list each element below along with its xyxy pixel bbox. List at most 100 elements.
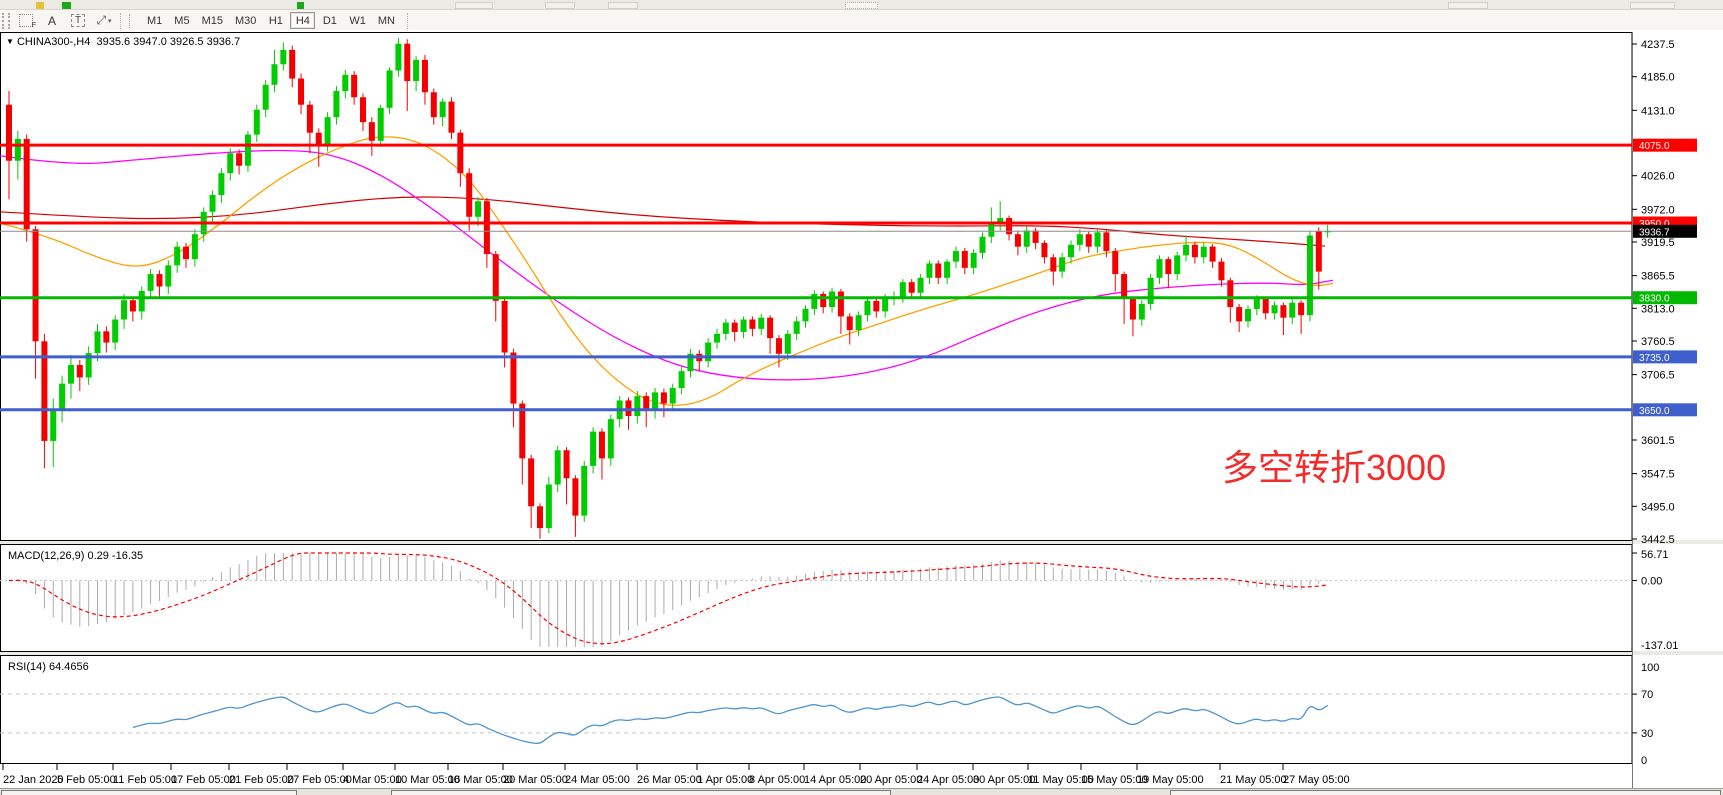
timeframe-button-m30[interactable]: M30: [234, 14, 257, 27]
svg-text:3547.5: 3547.5: [1641, 469, 1675, 481]
timeframe-button-m1[interactable]: M1: [147, 14, 163, 27]
svg-text:27 May 05:00: 27 May 05:00: [1283, 774, 1350, 786]
ohlc-values: 3935.6 3947.0 3926.5 3936.7: [96, 36, 241, 48]
svg-text:30 Apr 05:00: 30 Apr 05:00: [973, 774, 1035, 786]
chart-title: ▼ CHINA300-,H4 3935.6 3947.0 3926.5 3936…: [6, 36, 240, 48]
toolbar-fragment: [845, 2, 878, 9]
svg-text:1 Apr 05:00: 1 Apr 05:00: [697, 774, 753, 786]
svg-text:17 Feb 05:00: 17 Feb 05:00: [171, 774, 236, 786]
toolbar-fragment: [1630, 2, 1675, 9]
horizontal-level-lines[interactable]: 4075.0 3950.0 3830.0 3735.0 3650.0 3936.7: [0, 138, 1697, 417]
svg-text:3735.0: 3735.0: [1639, 353, 1670, 364]
toolbar-fragment: [36, 2, 44, 9]
text-label-tool-button[interactable]: A: [42, 12, 62, 30]
timeframe-button-d1[interactable]: D1: [322, 14, 337, 27]
macd-panel: 56.71 0.00 -137.01: [0, 549, 1678, 652]
svg-text:21 May 05:00: 21 May 05:00: [1220, 774, 1287, 786]
svg-text:3495.0: 3495.0: [1641, 501, 1675, 513]
svg-text:27 Feb 05:00: 27 Feb 05:00: [287, 774, 352, 786]
drawing-and-timeframe-toolbar: F A T ⤢ ▾ M1 M5 M15 M30 H1 H4 D1 W1 MN: [0, 10, 1723, 31]
svg-text:3601.5: 3601.5: [1641, 435, 1675, 447]
text-box-icon: T: [71, 14, 85, 27]
timeframe-group: M1 M5 M15 M30 H1 H4 D1 W1 MN: [141, 12, 401, 29]
svg-text:8 Apr 05:00: 8 Apr 05:00: [749, 774, 805, 786]
toolbar-separator: [120, 12, 121, 29]
timeframe-button-m15[interactable]: M15: [201, 14, 223, 27]
svg-text:100: 100: [1641, 662, 1659, 674]
toolbar-fragment: [1448, 2, 1488, 9]
svg-text:4237.5: 4237.5: [1641, 39, 1675, 51]
toolbar-fragment: [297, 2, 304, 9]
svg-text:24 Mar 05:00: 24 Mar 05:00: [565, 774, 630, 786]
svg-text:70: 70: [1641, 689, 1653, 701]
svg-text:11 May 05:00: 11 May 05:00: [1028, 774, 1094, 786]
arrows-icon: ⤢: [96, 13, 107, 27]
arrow-tools-dropdown[interactable]: ⤢ ▾: [94, 12, 114, 30]
svg-text:20 Mar 05:00: 20 Mar 05:00: [503, 774, 568, 786]
svg-text:3950.0: 3950.0: [1639, 219, 1670, 230]
svg-text:3442.5: 3442.5: [1641, 534, 1675, 546]
svg-text:-137.01: -137.01: [1641, 640, 1678, 652]
svg-text:14 Apr 05:00: 14 Apr 05:00: [804, 774, 866, 786]
svg-text:15 May 05:00: 15 May 05:00: [1081, 774, 1148, 786]
svg-text:4075.0: 4075.0: [1639, 141, 1670, 152]
svg-text:3830.0: 3830.0: [1639, 294, 1670, 305]
candles: [6, 38, 1331, 539]
svg-text:3936.7: 3936.7: [1639, 227, 1670, 238]
toolbar-grip[interactable]: [129, 13, 137, 28]
svg-text:11 Feb 05:00: 11 Feb 05:00: [113, 774, 177, 786]
toolbar-fragment: [608, 2, 638, 9]
toolbar-grip[interactable]: [2, 12, 10, 29]
rsi-line: [132, 696, 1329, 745]
symbol-timeframe-label: CHINA300-,H4: [16, 36, 91, 48]
rsi-panel: 100 70 30 0: [0, 662, 1659, 767]
toolbar-fragment: [545, 2, 575, 9]
chevron-down-icon: ▾: [108, 17, 112, 25]
macd-indicator-label: MACD(12,26,9) 0.29 -16.35: [8, 550, 144, 562]
toolbar-fragment: [62, 2, 71, 9]
timeframe-button-m5[interactable]: M5: [174, 14, 190, 27]
timeframe-button-mn[interactable]: MN: [377, 14, 395, 27]
svg-text:10 Mar 05:00: 10 Mar 05:00: [395, 774, 460, 786]
bottom-tab[interactable]: [1170, 790, 1721, 795]
letter-a-icon: A: [47, 13, 56, 28]
svg-text:56.71: 56.71: [1641, 549, 1669, 561]
rsi-indicator-label: RSI(14) 64.4656: [8, 661, 89, 673]
svg-text:0.00: 0.00: [1641, 576, 1662, 588]
svg-text:20 Apr 05:00: 20 Apr 05:00: [860, 774, 922, 786]
svg-text:4131.0: 4131.0: [1641, 105, 1675, 117]
svg-text:3760.5: 3760.5: [1641, 336, 1675, 348]
svg-text:26 Mar 05:00: 26 Mar 05:00: [637, 774, 702, 786]
svg-text:3650.0: 3650.0: [1639, 406, 1670, 417]
upper-toolbar-sliver: [0, 0, 1723, 10]
svg-text:24 Apr 05:00: 24 Apr 05:00: [917, 774, 979, 786]
chart-text-annotation[interactable]: 多空转折3000: [1222, 447, 1447, 488]
timeframe-button-w1[interactable]: W1: [349, 14, 366, 27]
bottom-tab[interactable]: [391, 790, 891, 795]
ma-fast-orange: [0, 136, 1334, 406]
price-axis[interactable]: 4237.5 4185.0 4131.0 4026.0 3972.0 3919.5 3865…: [1632, 39, 1675, 546]
dotted-frame-icon: F: [19, 14, 36, 29]
timeframe-button-h4[interactable]: H4: [290, 12, 316, 29]
svg-text:30: 30: [1641, 728, 1653, 740]
dropdown-triangle-icon[interactable]: ▼: [6, 37, 14, 46]
svg-text:16 Mar 05:00: 16 Mar 05:00: [448, 774, 513, 786]
chart-canvas[interactable]: 4237.5 4185.0 4131.0 4026.0 3972.0 3919.5 3865…: [0, 30, 1723, 795]
toolbar-separator: [406, 12, 408, 29]
svg-text:0: 0: [1641, 755, 1647, 767]
timeframe-button-h1[interactable]: H1: [268, 14, 283, 27]
toolbar-fragment: [455, 2, 493, 9]
bottom-tab-strip: [0, 788, 1723, 795]
svg-text:22 Jan 2020: 22 Jan 2020: [3, 774, 64, 786]
svg-text:4 Mar 05:00: 4 Mar 05:00: [343, 774, 402, 786]
chart-area[interactable]: 4237.5 4185.0 4131.0 4026.0 3972.0 3919.5 3865…: [0, 30, 1723, 795]
text-tool-button[interactable]: T: [68, 12, 88, 30]
svg-text:3919.5: 3919.5: [1641, 237, 1675, 249]
bottom-tab[interactable]: [1, 790, 297, 795]
grid-f-tool-button[interactable]: F: [16, 12, 36, 30]
svg-text:3865.5: 3865.5: [1641, 271, 1675, 283]
svg-text:3813.0: 3813.0: [1641, 303, 1675, 315]
macd-signal-line: [8, 552, 1328, 645]
